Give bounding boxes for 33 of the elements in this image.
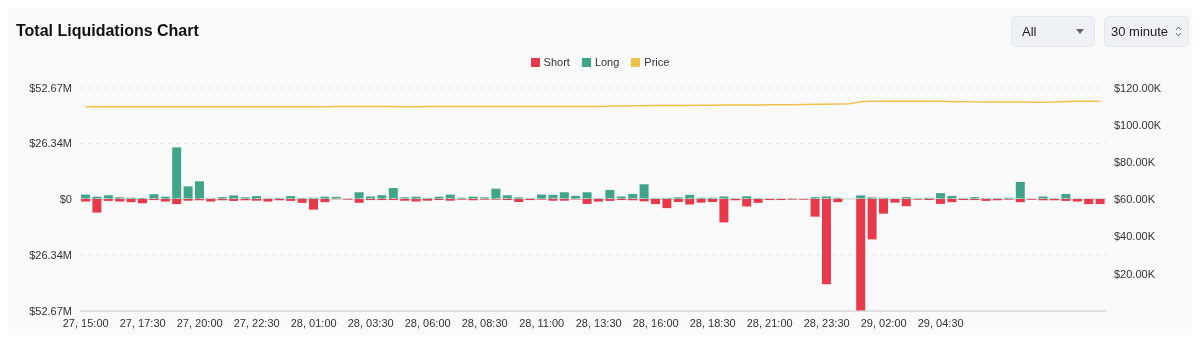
category-label: 28, 13:30 xyxy=(575,316,622,329)
category-label: 29, 02:00 xyxy=(860,316,907,329)
y2-tick-label: $60.00K xyxy=(1114,192,1156,205)
y2-tick-label: $100.00K xyxy=(1114,118,1162,131)
y-tick-label: $26.34M xyxy=(29,137,72,150)
category-label: 28, 06:00 xyxy=(404,316,451,329)
category-label: 28, 11:00 xyxy=(519,316,565,329)
y-tick-label: $52.67M xyxy=(29,81,72,94)
y-tick-label: $26.34M xyxy=(29,248,72,261)
category-label: 27, 22:30 xyxy=(233,316,280,329)
category-label: 28, 08:30 xyxy=(461,316,508,329)
category-label: 28, 01:00 xyxy=(290,316,337,329)
category-label: 27, 17:30 xyxy=(119,316,166,329)
category-label: 28, 03:30 xyxy=(347,316,394,329)
legend-label: Long xyxy=(594,56,620,68)
chart-title: Total Liquidations Chart xyxy=(16,22,199,40)
category-label: 28, 18:30 xyxy=(689,316,736,329)
legend-label: Short xyxy=(543,56,570,68)
category-label: 27, 20:00 xyxy=(176,316,223,329)
y2-tick-label: $20.00K xyxy=(1114,267,1156,280)
y2-tick-label: $80.00K xyxy=(1114,155,1156,168)
y-tick-label: $52.67M xyxy=(29,304,72,317)
dropdown-field: All xyxy=(1011,16,1095,47)
y2-tick-label: $40.00K xyxy=(1114,230,1156,243)
legend-label: Price xyxy=(644,56,670,68)
category-label: 29, 04:30 xyxy=(917,316,964,329)
category-label: 27, 15:00 xyxy=(62,316,109,329)
category-label: 28, 21:00 xyxy=(746,316,793,329)
category-label: 28, 16:00 xyxy=(632,316,679,329)
category-label: 28, 23:30 xyxy=(803,316,850,329)
y2-tick-label: $120.00K xyxy=(1114,81,1162,94)
y-tick-label: $0 xyxy=(59,192,72,205)
stepper-field: 30 minute xyxy=(1104,16,1189,47)
